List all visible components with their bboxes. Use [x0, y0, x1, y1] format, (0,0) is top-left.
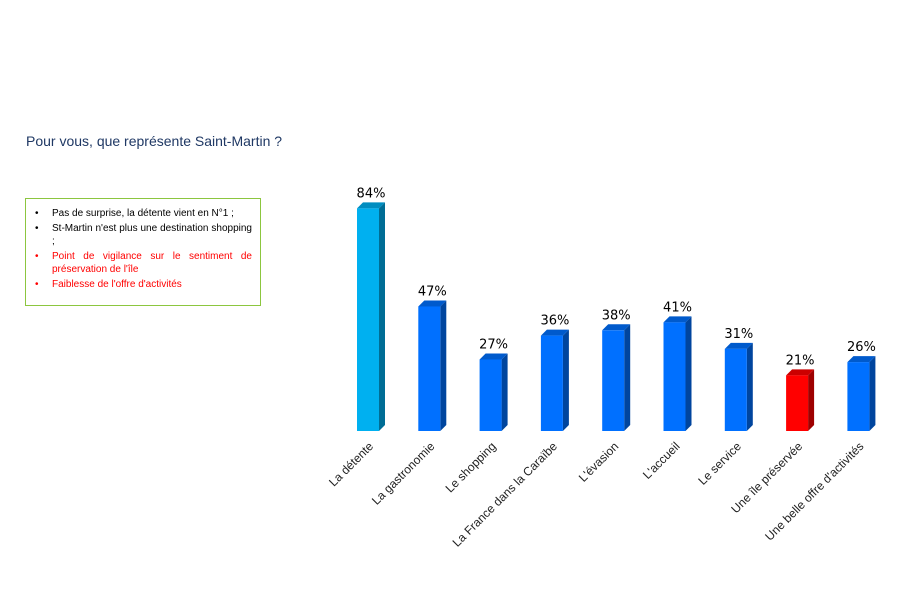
note-item: Point de vigilance sur le sentiment de p…: [35, 250, 252, 276]
notes-list: Pas de surprise, la détente vient en N°1…: [35, 207, 252, 291]
bar-9: [847, 356, 876, 431]
data-label: 36%: [540, 314, 569, 329]
bar-5: [602, 324, 631, 431]
data-label: 38%: [602, 308, 631, 323]
bar-top: [786, 369, 815, 376]
bar-front: [786, 375, 809, 431]
bar-front: [540, 335, 563, 431]
bar-top: [540, 329, 569, 336]
category-label: L'évasion: [576, 439, 621, 484]
notes-box: Pas de surprise, la détente vient en N°1…: [25, 198, 261, 306]
bar-8: [786, 369, 815, 431]
category-label: L'accueil: [640, 439, 683, 482]
data-label: 21%: [786, 353, 815, 368]
bar-top: [724, 342, 753, 349]
note-item: Pas de surprise, la détente vient en N°1…: [35, 207, 252, 220]
bar-1: [357, 202, 385, 431]
bar-front: [724, 348, 747, 431]
bar-top: [602, 324, 631, 331]
category-label: La France dans la Caraïbe: [450, 439, 561, 550]
page-title: Pour vous, que représente Saint-Martin ?: [26, 133, 283, 149]
bar-7: [724, 342, 753, 431]
category-label: Le shopping: [443, 439, 499, 495]
bar-side: [685, 316, 692, 431]
bar-3: [479, 353, 508, 431]
category-label: La détente: [326, 439, 376, 489]
bar-front: [357, 208, 379, 431]
bar-6: [663, 316, 692, 431]
bar-front: [479, 359, 502, 431]
data-label: 26%: [847, 340, 876, 355]
bar-side: [624, 324, 631, 431]
bar-side: [869, 356, 876, 431]
bar-front: [847, 362, 870, 431]
note-item: Faiblesse de l'offre d'activités: [35, 278, 252, 291]
bar-side: [379, 202, 385, 431]
bar-2: [418, 300, 447, 431]
data-label: 47%: [418, 284, 447, 299]
data-label: 84%: [357, 186, 386, 201]
bar-front: [663, 322, 686, 431]
bar-side: [808, 369, 815, 431]
bar-side: [440, 300, 447, 431]
bar-side: [501, 353, 508, 431]
data-label: 41%: [663, 300, 692, 315]
bar-4: [540, 329, 569, 431]
category-label: Le service: [695, 439, 744, 488]
bar-front: [418, 306, 441, 431]
note-item: St-Martin n'est plus une destination sho…: [35, 222, 252, 248]
category-label: Une belle offre d'activités: [762, 439, 866, 543]
bar-front: [602, 330, 625, 431]
bar-top: [847, 356, 876, 363]
bar-top: [357, 202, 385, 209]
category-label: La gastronomie: [369, 439, 438, 508]
bar-side: [562, 329, 569, 431]
bar-top: [418, 300, 447, 307]
bar-top: [663, 316, 692, 323]
data-label: 27%: [479, 337, 508, 352]
bar-side: [746, 342, 753, 431]
bar-top: [479, 353, 508, 360]
data-label: 31%: [724, 327, 753, 342]
